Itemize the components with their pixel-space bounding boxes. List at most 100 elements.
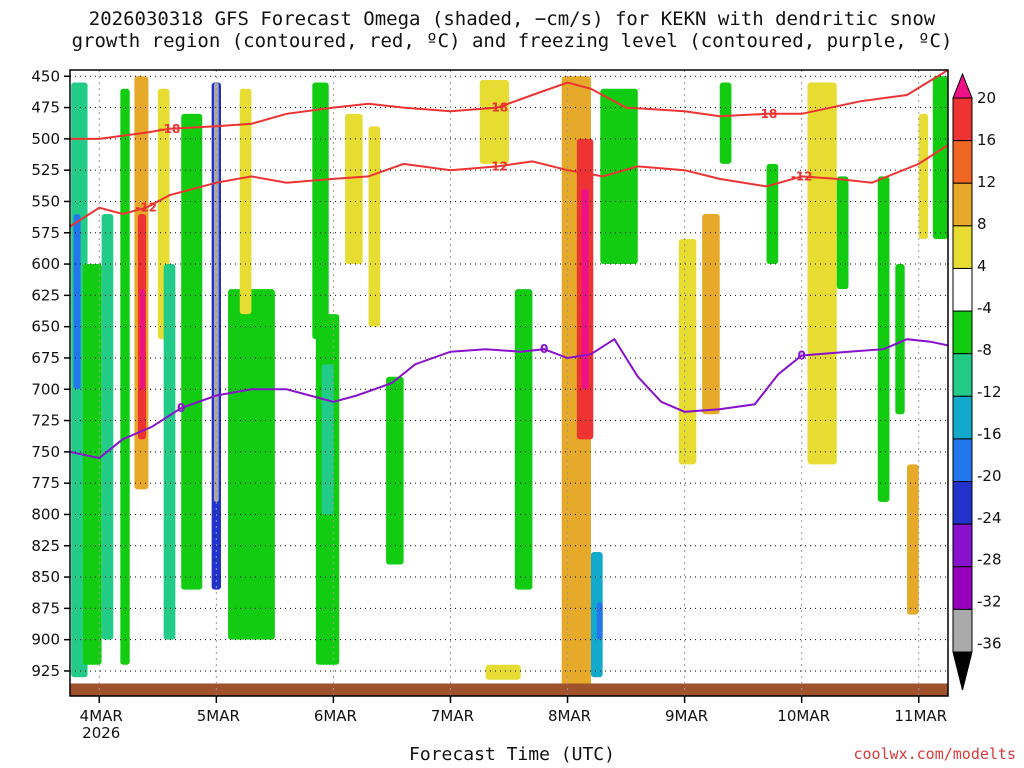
omega-cell [907,464,919,615]
y-tick-label: 500 [31,130,60,148]
colorbar-band [952,353,973,397]
chart-title: 2026030318 GFS Forecast Omega (shaded, −… [0,8,1024,52]
colorbar-label: 8 [977,215,987,233]
y-tick-label: 825 [31,537,60,555]
colorbar-label: -8 [977,341,992,359]
y-tick-label: 575 [31,224,60,242]
colorbar-band [952,395,973,440]
colorbar-label: -36 [977,635,1002,653]
colorbar-label: 4 [977,257,987,275]
x-tick-label: 6MAR [314,707,357,725]
y-tick-label: 550 [31,192,60,210]
y-tick-label: 675 [31,349,60,367]
y-tick-label: 750 [31,443,60,461]
omega-cell [918,113,929,240]
contour-label: -18 [486,101,508,115]
omega-cell [312,82,329,340]
source-credit: coolwx.com/modelts [853,745,1016,763]
contour-label: -12 [135,201,157,215]
y-tick-label: 725 [31,412,60,430]
colorbar-band [952,481,973,525]
colorbar-band [952,608,973,653]
contour-label: -12 [486,159,508,173]
colorbar-band [952,140,973,184]
colorbar-band [952,267,973,312]
colorbar-band [952,310,973,355]
omega-cell [514,289,533,590]
omega-cell [678,239,697,465]
omega-cell [140,289,145,390]
y-tick-label: 625 [31,286,60,304]
x-tick-label: 5MAR [197,707,240,725]
contour-label: -18 [159,122,181,136]
colorbar-band [952,438,973,483]
omega-cell [895,264,905,415]
contour-label: 0 [797,348,805,362]
contour-line [70,144,948,228]
omega-cell [596,602,603,640]
omega-cell [479,80,509,164]
colorbar-band [952,182,973,227]
colorbar-label: -24 [977,509,1002,527]
colorbar-label: -20 [977,467,1002,485]
y-tick-label: 600 [31,255,60,273]
colorbar-label: -32 [977,593,1002,611]
y-tick-label: 800 [31,505,60,523]
colorbar-label: 20 [977,89,996,107]
contour-line [70,337,948,460]
contour-lines: -18 -18 -18 -12 -12 -12 0 0 0 [70,70,948,460]
omega-cell [600,88,638,265]
x-tick-label: 7MAR [431,707,474,725]
x-tick-label: 8MAR [548,707,591,725]
y-tick-label: 475 [31,99,60,117]
y-tick-label: 775 [31,474,60,492]
colorbar-band [952,523,973,568]
omega-cell [807,82,837,465]
colorbar-label: -28 [977,551,1002,569]
y-tick-label: 875 [31,599,60,617]
y-tick-label: 900 [31,631,60,649]
contour-label: 0 [177,401,185,415]
colorbar-arrow-bottom [952,651,973,691]
omega-cell [932,76,948,240]
omega-cell [101,213,114,640]
terrain-band [70,683,948,696]
omega-cell [181,113,203,590]
colorbar-label: 16 [977,131,996,149]
chart-title-line1: 2026030318 GFS Forecast Omega (shaded, −… [88,8,936,30]
omega-cell [836,176,849,290]
x-tick-label: 9MAR [665,707,708,725]
colorbar-label: -16 [977,425,1002,443]
contour-label: -18 [756,107,778,121]
contour-label: -12 [791,169,813,183]
omega-cell [82,264,102,665]
colorbar-band [952,566,973,610]
y-tick-label: 925 [31,662,60,680]
omega-cell [368,126,381,327]
omega-cell [163,264,176,640]
chart-title-line2: growth region (contoured, red, ºC) and f… [71,30,953,52]
omega-cell [485,664,521,680]
omega-cell [73,213,81,390]
contour-line [70,70,948,140]
x-tick-label: 4MAR [80,707,123,725]
omega-cell [719,82,732,164]
colorbar-band [952,225,973,269]
x-axis-title: Forecast Time (UTC) [409,744,615,765]
grid-lines [70,70,948,696]
omega-cell [386,376,404,565]
colorbar-band [952,97,973,142]
colorbar-label: -12 [977,383,1002,401]
omega-cell [581,188,589,390]
x-tick-label: 10MAR [777,707,830,725]
y-tick-label: 650 [31,318,60,336]
omega-cell [120,88,130,665]
colorbar-arrow-top [952,72,973,99]
omega-cell [702,213,720,415]
plot-frame [69,69,949,697]
y-tick-label: 450 [31,67,60,85]
colorbar-label: 12 [977,173,996,191]
y-tick-label: 700 [31,380,60,398]
terrain-surface [70,683,948,696]
